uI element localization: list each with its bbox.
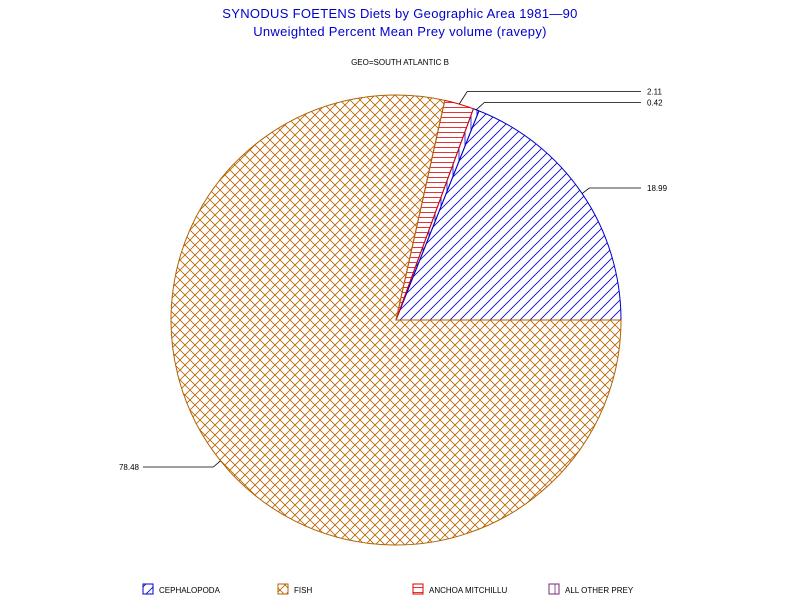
legend-label-all-other-prey: ALL OTHER PREY — [565, 586, 634, 595]
value-label-fish: 78.48 — [119, 463, 140, 472]
legend-label-fish: FISH — [294, 586, 312, 595]
legend-swatch-fish — [277, 583, 289, 595]
value-label-anchoa-mitchilli: 2.11 — [647, 88, 663, 97]
leader-line-cephalopoda — [581, 187, 641, 194]
legend-label-cephalopoda: CEPHALOPODA — [159, 586, 221, 595]
legend-swatch-anchoa-mitchillu — [412, 583, 424, 595]
leader-line-fish — [143, 460, 221, 468]
value-label-cephalopoda: 18.99 — [647, 184, 668, 193]
leader-line-all-other-prey — [475, 102, 641, 111]
pie-slice-fish — [170, 94, 622, 546]
legend-label-anchoa-mitchillu: ANCHOA MITCHILLU — [429, 586, 507, 595]
value-label-all-other-prey: 0.42 — [647, 99, 663, 108]
chart-subtitle: Unweighted Percent Mean Prey volume (rav… — [253, 24, 547, 39]
leader-line-anchoa-mitchilli — [458, 91, 641, 105]
legend-swatch-all-other-prey — [548, 583, 560, 595]
chart-title: SYNODUS FOETENS Diets by Geographic Area… — [222, 6, 578, 21]
geo-label: GEO=SOUTH ATLANTIC B — [351, 58, 449, 67]
legend-swatch-cephalopoda — [142, 583, 154, 595]
